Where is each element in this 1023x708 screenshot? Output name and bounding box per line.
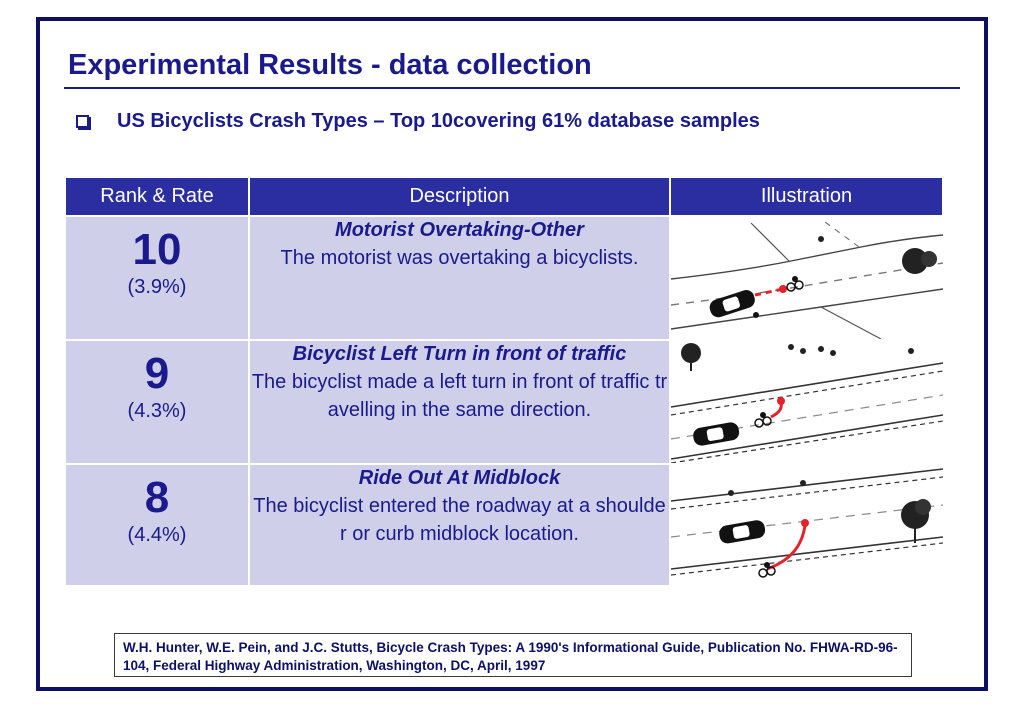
description-cell: Ride Out At Midblock The bicyclist enter… — [249, 464, 671, 587]
rank-number: 9 — [144, 349, 170, 398]
bullet-row: US Bicyclists Crash Types – Top 10coveri… — [76, 110, 760, 133]
rank-cell: 8 (4.4%) — [66, 464, 250, 587]
rank-rate: (4.4%) — [127, 524, 187, 546]
crash-bicyclist-left-turn-diagram-icon — [671, 341, 943, 463]
crash-type-description: The bicyclist made a left turn in front … — [251, 371, 668, 421]
description-cell: Bicyclist Left Turn in front of traffic … — [249, 340, 671, 465]
header-description: Description — [249, 178, 671, 217]
header-rank-rate: Rank & Rate — [66, 178, 250, 217]
crash-type-description: The motorist was overtaking a bicyclists… — [280, 247, 639, 269]
crash-type-description: The bicyclist entered the roadway at a s… — [253, 495, 666, 545]
rank-cell: 10 (3.9%) — [66, 216, 250, 341]
table-header-row: Rank & Rate Description Illustration — [66, 178, 942, 217]
title-underline — [64, 87, 960, 89]
crash-type-title: Ride Out At Midblock — [358, 467, 561, 489]
crash-ride-out-midblock-diagram-icon — [671, 465, 943, 585]
table-row: 8 (4.4%) Ride Out At Midblock The bicycl… — [66, 464, 943, 587]
rank-number: 10 — [132, 225, 182, 274]
rank-number: 8 — [144, 473, 170, 522]
illustration-cell — [670, 464, 943, 587]
table-row: 9 (4.3%) Bicyclist Left Turn in front of… — [66, 340, 943, 465]
table-row: 10 (3.9%) Motorist Overtaking-Other The … — [66, 216, 943, 341]
illustration-cell — [670, 216, 943, 341]
rank-rate: (3.9%) — [127, 276, 187, 298]
crash-type-title: Motorist Overtaking-Other — [335, 219, 584, 241]
crash-type-title: Bicyclist Left Turn in front of traffic — [292, 343, 627, 365]
bullet-text: US Bicyclists Crash Types – Top 10coveri… — [117, 110, 760, 132]
slide-title: Experimental Results - data collection — [68, 49, 592, 81]
rank-cell: 9 (4.3%) — [66, 340, 250, 465]
header-illustration: Illustration — [670, 178, 942, 217]
citation-box: W.H. Hunter, W.E. Pein, and J.C. Stutts,… — [114, 633, 912, 677]
crash-types-table: Rank & Rate Description Illustration 10 … — [66, 178, 943, 587]
description-cell: Motorist Overtaking-Other The motorist w… — [249, 216, 671, 341]
rank-rate: (4.3%) — [127, 400, 187, 422]
crash-motorist-overtaking-diagram-icon — [671, 217, 943, 339]
illustration-cell — [670, 340, 943, 465]
checkbox-bullet-icon — [76, 115, 89, 128]
